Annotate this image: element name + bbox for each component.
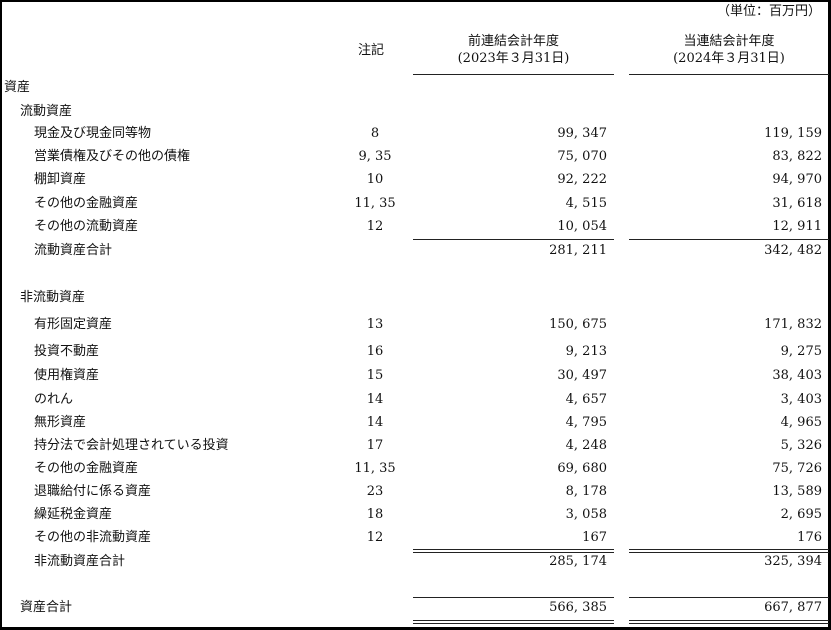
curr-year-title: 当連結会計年度	[683, 34, 775, 49]
row-curr-value: 342, 482	[764, 243, 822, 258]
row-prev-value: 167	[582, 530, 607, 545]
row-prev-value: 4, 515	[565, 196, 607, 211]
row-label: 流動資産	[20, 104, 73, 119]
row-prev-value: 4, 795	[565, 415, 607, 430]
row-prev-value: 4, 657	[565, 392, 607, 407]
row-prev-value: 150, 675	[549, 317, 607, 332]
row-curr-value: 38, 403	[772, 368, 822, 383]
row-note: 13	[366, 317, 384, 332]
row-label: 非流動資産合計	[34, 554, 126, 569]
row-note: 11, 35	[354, 461, 396, 476]
subtotal-rule	[629, 239, 829, 240]
row-label: 資産合計	[20, 600, 73, 615]
row-label: その他の金融資産	[34, 196, 139, 211]
row-prev-value: 566, 385	[549, 600, 607, 615]
row-prev-value: 30, 497	[557, 368, 607, 383]
row-prev-value: 9, 213	[565, 344, 607, 359]
prev-year-header: 前連結会計年度 (2023年３月31日)	[413, 33, 614, 67]
prev-year-title: 前連結会計年度	[467, 34, 559, 49]
row-label: 無形資産	[34, 415, 87, 430]
row-prev-value: 4, 248	[565, 438, 607, 453]
row-prev-value: 281, 211	[549, 243, 607, 258]
row-prev-value: 3, 058	[565, 507, 607, 522]
row-note: 17	[366, 438, 384, 453]
row-label: 棚卸資産	[34, 172, 87, 187]
row-label: 現金及び現金同等物	[34, 126, 152, 141]
row-curr-value: 13, 589	[772, 484, 822, 499]
row-curr-value: 12, 911	[772, 219, 822, 234]
subtotal-rule	[413, 549, 614, 553]
row-label: 使用権資産	[34, 368, 100, 383]
row-curr-value: 4, 965	[780, 415, 822, 430]
total-double-rule	[413, 620, 614, 624]
row-label: 資産	[4, 80, 31, 95]
row-curr-value: 83, 822	[772, 149, 822, 164]
row-curr-value: 325, 394	[764, 554, 822, 569]
row-note: 23	[366, 484, 384, 499]
row-curr-value: 9, 275	[780, 344, 822, 359]
row-note: 10	[366, 172, 384, 187]
row-prev-value: 99, 347	[557, 126, 607, 141]
row-note: 8	[370, 126, 380, 141]
subtotal-rule	[413, 239, 614, 240]
row-prev-value: 10, 054	[557, 219, 607, 234]
row-label: 繰延税金資産	[34, 507, 113, 522]
total-double-rule	[629, 620, 829, 624]
row-label: 投資不動産	[34, 344, 100, 359]
row-curr-value: 176	[797, 530, 822, 545]
curr-year-date: (2024年３月31日)	[673, 51, 785, 66]
row-label: 有形固定資産	[34, 317, 113, 332]
row-note: 12	[366, 219, 384, 234]
row-label: その他の非流動資産	[34, 530, 152, 545]
row-label: のれん	[34, 392, 74, 407]
row-prev-value: 69, 680	[557, 461, 607, 476]
row-note: 9, 35	[358, 149, 392, 164]
row-label: 持分法で会計処理されている投資	[34, 438, 229, 453]
total-rule	[629, 597, 829, 598]
prev-year-date: (2023年３月31日)	[457, 51, 570, 66]
header-rule	[629, 74, 829, 75]
row-label: 非流動資産	[20, 290, 86, 305]
row-curr-value: 667, 877	[764, 600, 822, 615]
row-prev-value: 92, 222	[557, 172, 607, 187]
row-curr-value: 31, 618	[772, 196, 822, 211]
row-label: その他の金融資産	[34, 461, 139, 476]
unit-label: （単位：百万円）	[716, 4, 821, 19]
row-curr-value: 119, 159	[764, 126, 822, 141]
row-note: 14	[366, 415, 384, 430]
row-curr-value: 2, 695	[780, 507, 822, 522]
row-curr-value: 94, 970	[772, 172, 822, 187]
row-label: 流動資産合計	[34, 243, 113, 258]
row-note: 11, 35	[354, 196, 396, 211]
note-column-header: 注記	[358, 43, 385, 58]
curr-year-header: 当連結会計年度 (2024年３月31日)	[629, 33, 829, 67]
row-prev-value: 285, 174	[549, 554, 607, 569]
row-label: 営業債権及びその他の債権	[34, 149, 191, 164]
row-note: 12	[366, 530, 384, 545]
subtotal-rule	[629, 549, 829, 553]
row-label: その他の流動資産	[34, 219, 139, 234]
row-prev-value: 8, 178	[565, 484, 607, 499]
header-rule	[413, 74, 614, 75]
row-curr-value: 75, 726	[772, 461, 822, 476]
row-label: 退職給付に係る資産	[34, 484, 152, 499]
row-prev-value: 75, 070	[557, 149, 607, 164]
row-curr-value: 3, 403	[780, 392, 822, 407]
row-curr-value: 5, 326	[780, 438, 822, 453]
row-note: 14	[366, 392, 384, 407]
row-curr-value: 171, 832	[764, 317, 822, 332]
row-note: 16	[366, 344, 384, 359]
row-note: 15	[366, 368, 384, 383]
row-note: 18	[366, 507, 384, 522]
total-rule	[413, 597, 614, 598]
